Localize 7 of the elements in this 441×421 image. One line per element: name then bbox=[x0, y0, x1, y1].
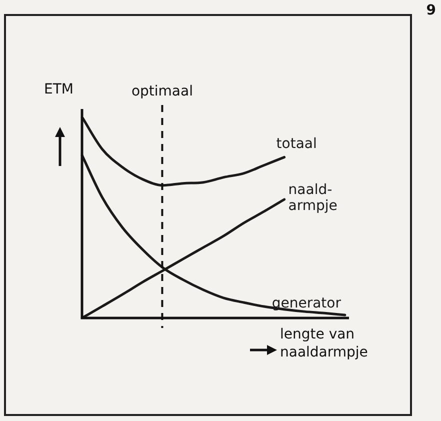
series-label: generator bbox=[272, 296, 342, 312]
text: 9 bbox=[426, 2, 436, 19]
text: optimaal bbox=[131, 84, 193, 100]
x-axis-title: lengte van naaldarmpje bbox=[280, 326, 368, 361]
y-axis-title: ETM bbox=[44, 82, 74, 98]
series-label: totaal bbox=[276, 136, 317, 152]
series-label: naald-armpje bbox=[288, 182, 338, 214]
